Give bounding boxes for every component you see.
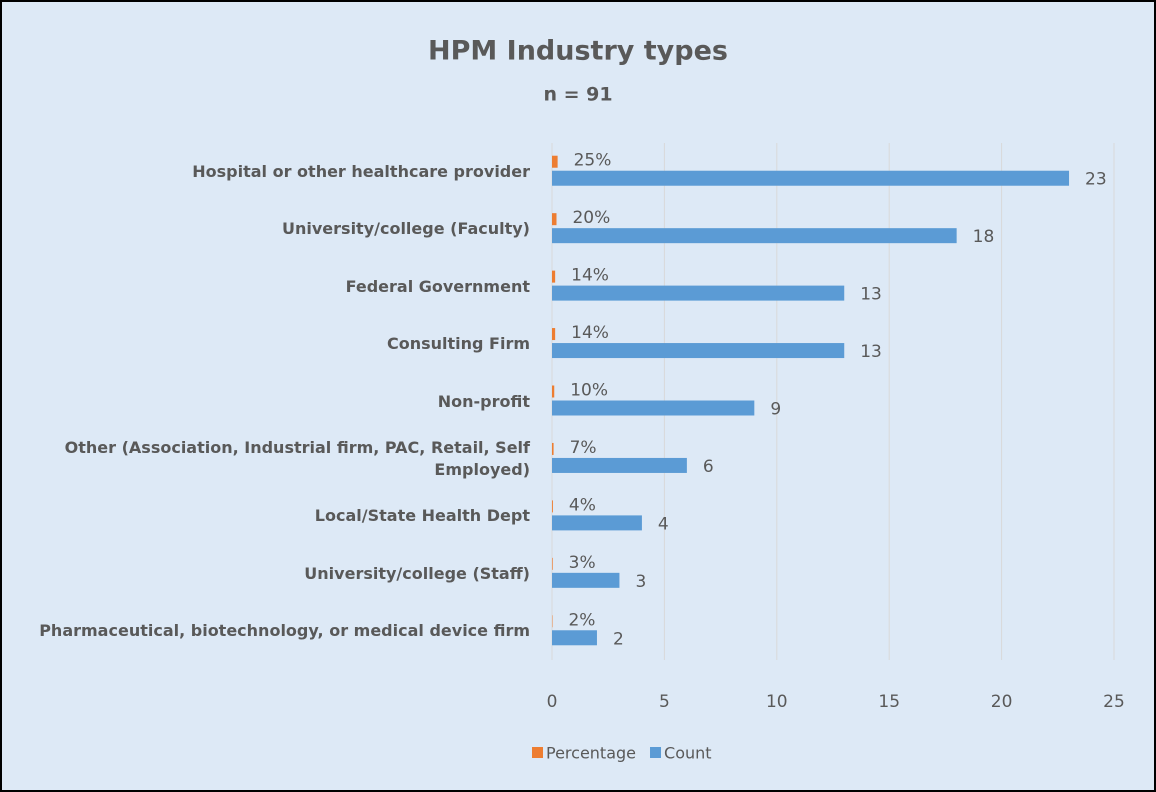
data-label: 2% <box>568 610 595 630</box>
data-label: 14% <box>571 323 609 343</box>
data-label: 4% <box>569 495 596 515</box>
data-label: 13 <box>860 285 882 305</box>
y-tick-label: Non-profit <box>437 391 530 411</box>
data-label: 3 <box>635 572 646 592</box>
x-tick-label: 15 <box>878 692 900 712</box>
data-label: 14% <box>571 266 609 286</box>
bar <box>552 500 553 513</box>
y-tick-label: Consulting Firm <box>386 334 530 354</box>
y-tick-label: Other (Association, Industrial firm, PAC… <box>64 437 530 479</box>
bar <box>552 515 642 531</box>
x-tick-label: 10 <box>766 692 788 712</box>
data-label: 3% <box>569 553 596 573</box>
bar <box>552 400 755 416</box>
bar <box>552 328 556 341</box>
legend-label: Percentage <box>546 744 636 763</box>
y-tick-label: University/college (Faculty) <box>282 219 530 239</box>
data-label: 9 <box>770 400 781 420</box>
y-tick-label: Pharmaceutical, biotechnology, or medica… <box>39 621 530 641</box>
bar <box>552 285 845 301</box>
data-label: 25% <box>574 151 612 171</box>
bar <box>552 155 558 168</box>
data-label: 6 <box>703 457 714 477</box>
x-tick-label: 20 <box>991 692 1013 712</box>
legend-label: Count <box>664 744 712 763</box>
bar <box>552 385 555 398</box>
chart-subtitle: n = 91 <box>543 84 612 106</box>
y-tick-label: Hospital or other healthcare provider <box>192 161 530 181</box>
y-tick-label: Federal Government <box>345 276 530 296</box>
chart-title: HPM Industry types <box>428 36 728 67</box>
legend-swatch <box>532 747 543 758</box>
x-tick-label: 0 <box>547 692 558 712</box>
bar <box>552 557 553 570</box>
bar <box>552 170 1070 186</box>
data-label: 10% <box>570 381 608 401</box>
bar <box>552 630 597 646</box>
legend-swatch <box>650 747 662 758</box>
data-label: 4 <box>658 514 669 534</box>
bar <box>552 572 620 588</box>
x-tick-label: 25 <box>1103 692 1125 712</box>
y-tick-label: University/college (Staff) <box>304 563 530 583</box>
bar <box>552 228 957 244</box>
data-label: 18 <box>973 227 995 247</box>
x-tick-label: 5 <box>659 692 670 712</box>
bar <box>552 343 845 359</box>
data-label: 20% <box>572 208 610 228</box>
data-label: 13 <box>860 342 882 362</box>
data-label: 7% <box>570 438 597 458</box>
data-label: 2 <box>613 629 624 649</box>
bar <box>552 213 557 226</box>
data-label: 23 <box>1085 170 1107 190</box>
bar <box>552 457 687 473</box>
bar <box>552 442 554 455</box>
y-tick-label: Local/State Health Dept <box>314 506 530 526</box>
bar <box>552 270 556 283</box>
